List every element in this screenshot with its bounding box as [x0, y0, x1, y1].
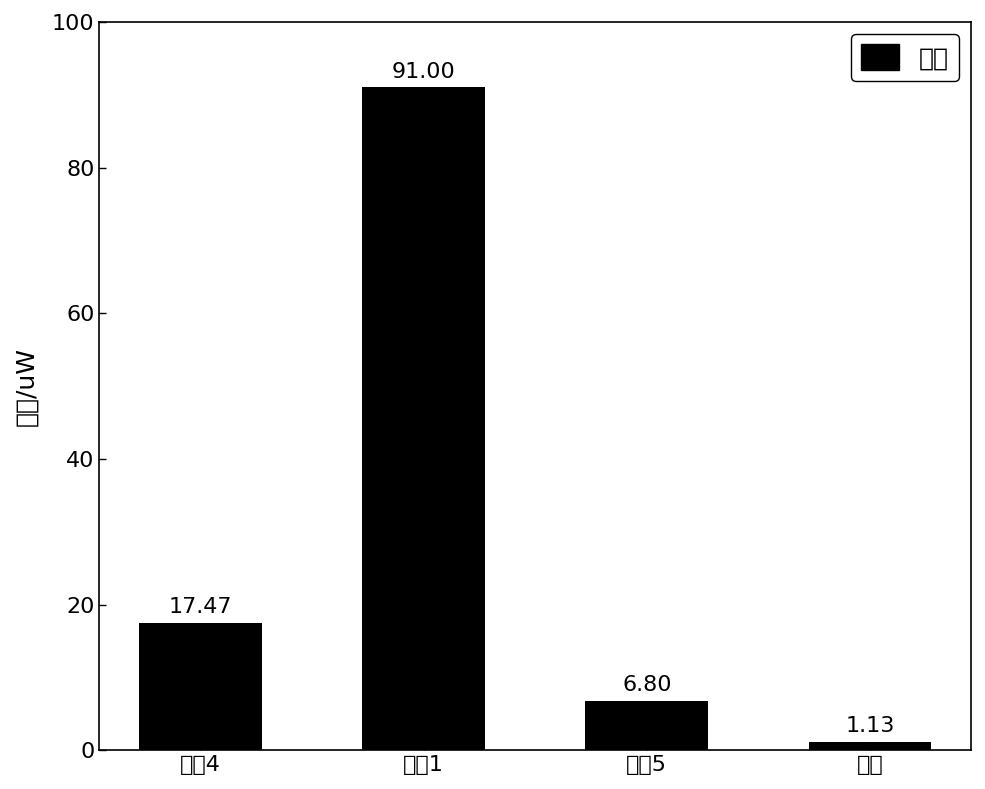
Text: 91.00: 91.00 — [392, 62, 455, 81]
Legend: 功耗: 功耗 — [851, 35, 958, 80]
Y-axis label: 功耗/uW: 功耗/uW — [14, 346, 37, 425]
Bar — [139, 623, 262, 750]
Bar — [585, 701, 708, 750]
Text: 1.13: 1.13 — [845, 716, 894, 736]
Bar — [809, 742, 932, 750]
Text: 17.47: 17.47 — [168, 597, 232, 617]
Text: 6.80: 6.80 — [623, 675, 672, 695]
Bar — [362, 88, 485, 750]
